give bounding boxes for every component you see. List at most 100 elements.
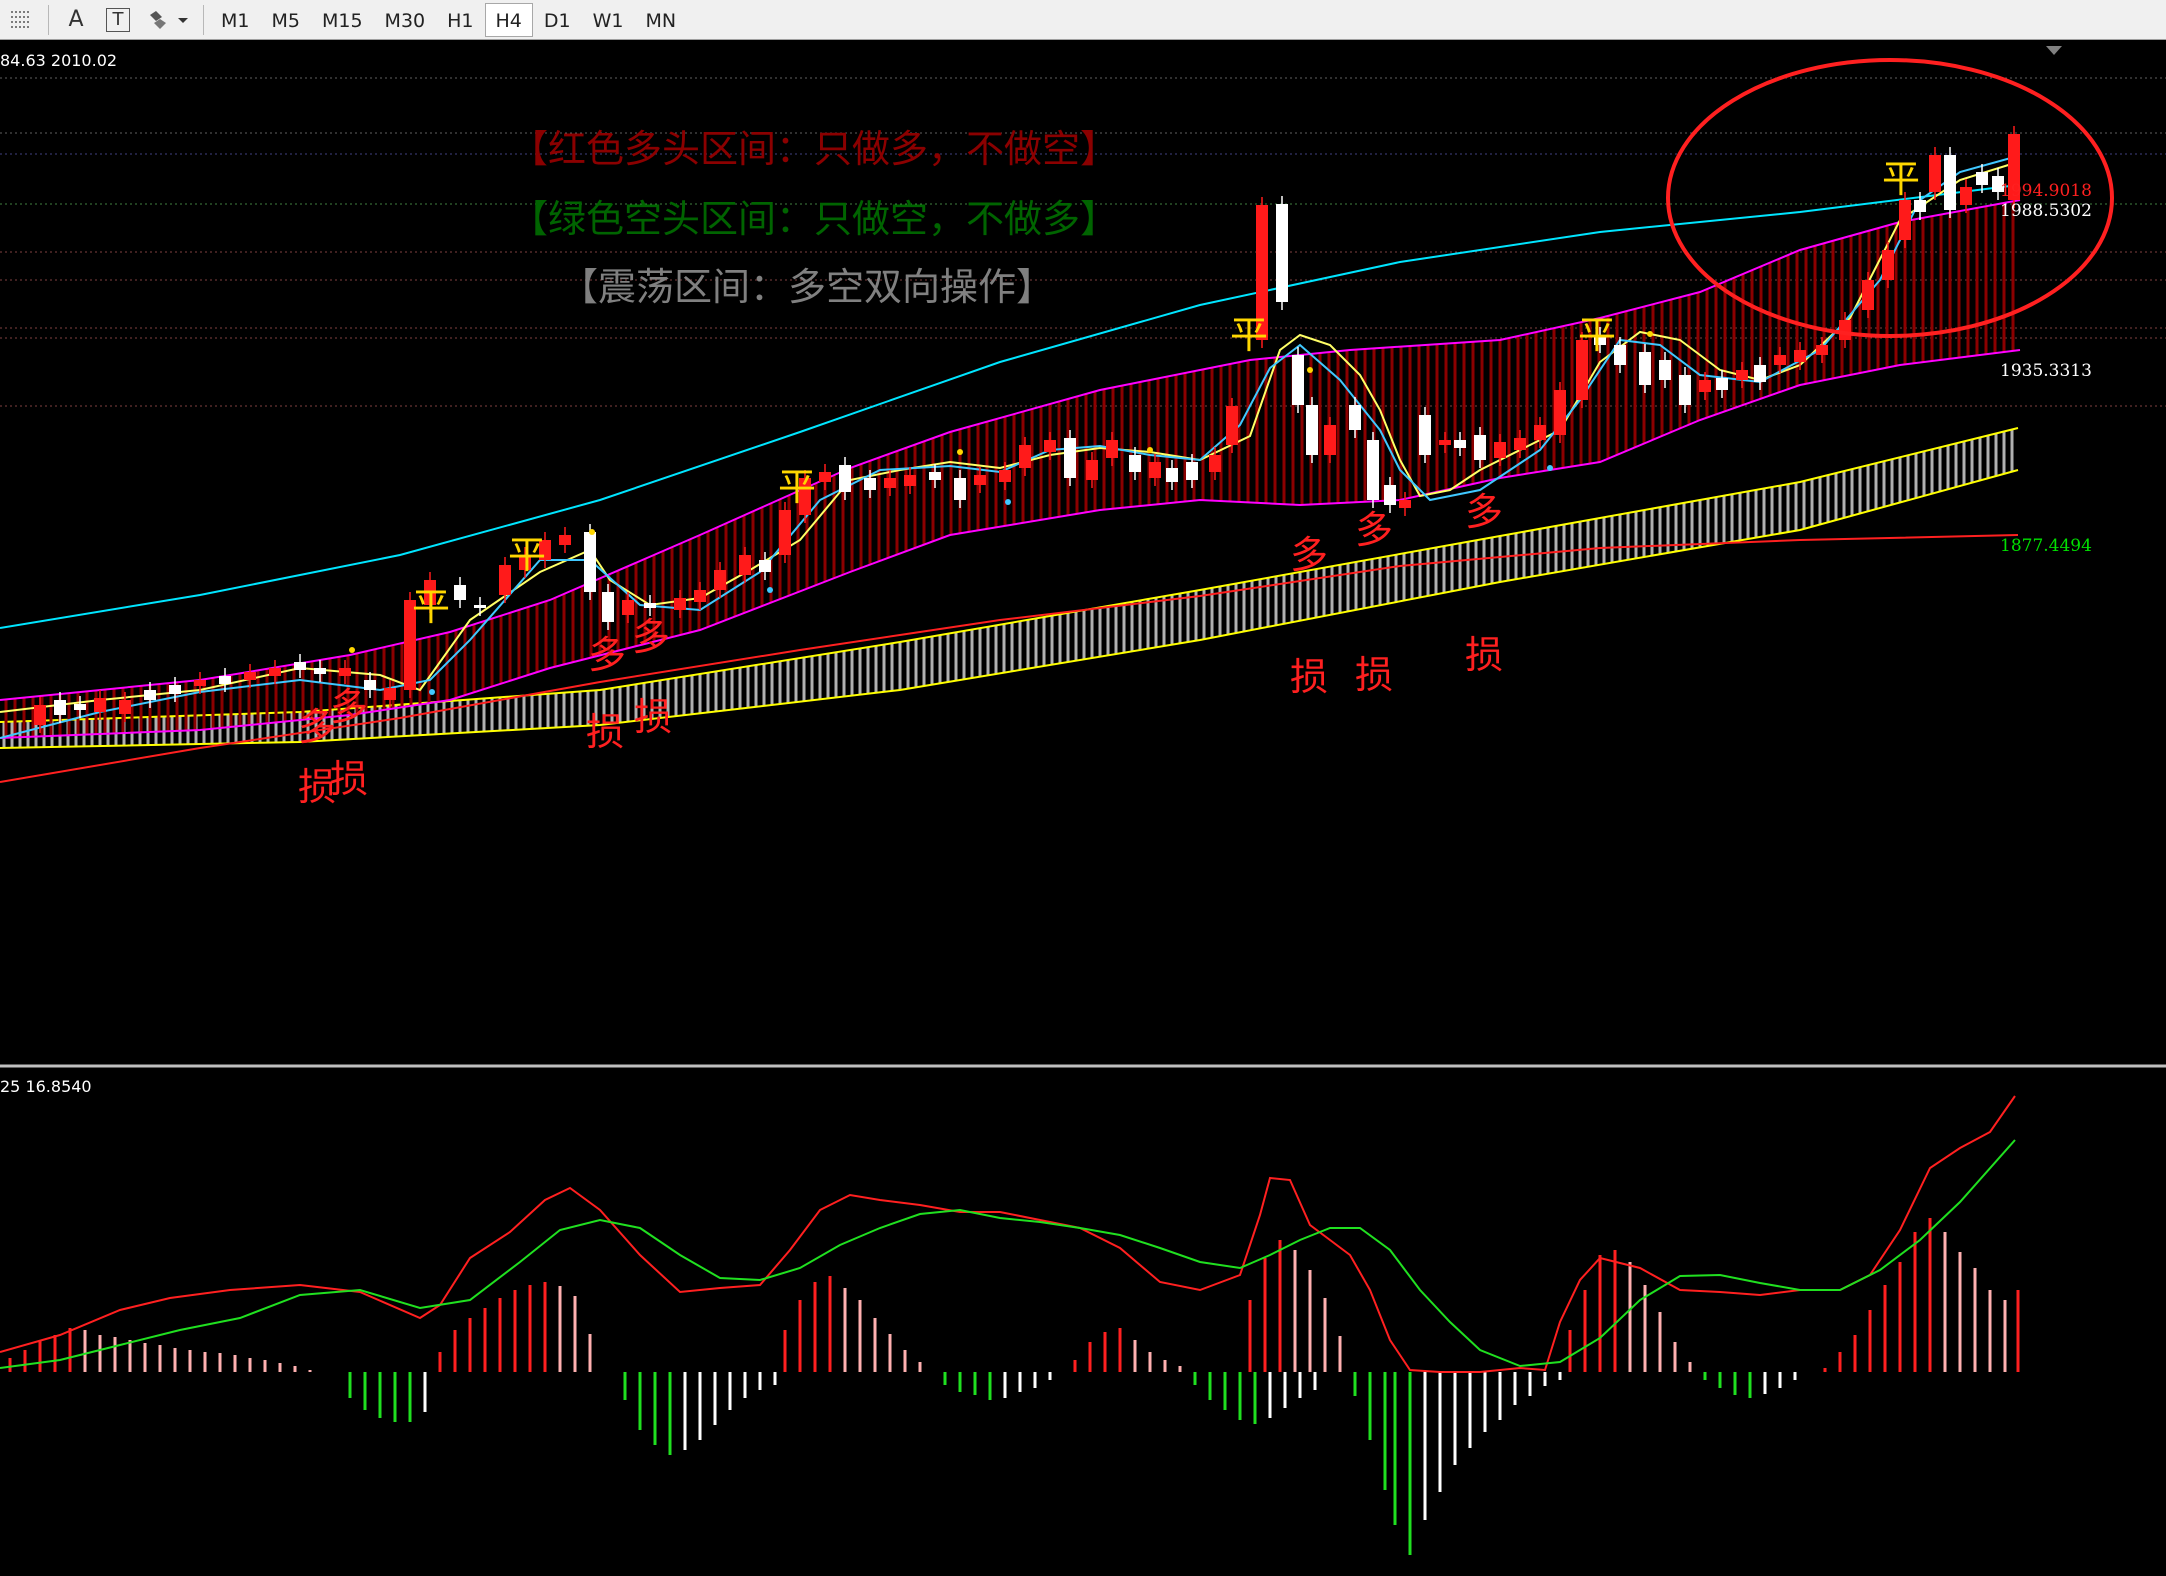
price-label-green: 1877.4494 [2000, 536, 2092, 556]
annotation-duo: 多 [632, 615, 670, 659]
candle-body [474, 605, 486, 608]
annotation-sun: 损 [1465, 633, 1503, 677]
ema-fast-line [0, 161, 2019, 713]
annotation-sun: 损 [330, 757, 368, 801]
candle-body [1064, 438, 1076, 478]
candle-body [314, 668, 326, 674]
annotation-sun: 损 [634, 695, 672, 739]
candle-body [674, 598, 686, 610]
highlight-circle [1666, 58, 2114, 338]
shapes-dropdown-icon[interactable] [143, 3, 193, 37]
candle-body [194, 680, 206, 686]
channel-fill [0, 199, 2021, 739]
signal-dot [957, 449, 963, 455]
candle-body [1699, 380, 1711, 392]
candle-body [1186, 462, 1198, 480]
candle-body [1816, 345, 1828, 355]
signal-dot [767, 587, 773, 593]
candle-body [1149, 462, 1161, 478]
candle-body [1292, 355, 1304, 405]
legend-bull: 【红色多头区间：只做多，不做空】 [510, 127, 1118, 171]
candle-body [904, 475, 916, 486]
text-label-glyph: T [106, 7, 130, 32]
candle-body [1419, 415, 1431, 455]
candle-body [864, 478, 876, 490]
candle-body [694, 590, 706, 602]
candle-body [1399, 500, 1411, 508]
timeframe-d1[interactable]: D1 [543, 9, 571, 32]
candle-body [1929, 155, 1941, 192]
oscillator-pane [0, 1095, 2020, 1555]
candle-body [1594, 335, 1606, 345]
annotation-sun: 损 [1355, 653, 1393, 697]
annotation-ping: 平 [412, 585, 450, 629]
candle-body [1044, 440, 1056, 452]
annotation-duo: 多 [1355, 508, 1393, 552]
candle-body [34, 705, 46, 725]
candle-body [244, 672, 256, 680]
signal-dots [349, 331, 1653, 695]
candle-body [1639, 352, 1651, 385]
candle-body [74, 704, 86, 710]
candle-body [884, 478, 896, 488]
candle-body [1914, 200, 1926, 212]
candle-body [219, 676, 231, 684]
candle-body [714, 570, 726, 590]
candle-body [94, 698, 106, 712]
candle-body [779, 510, 791, 555]
annotations: 平平平平 平平多多多 多多多 多损损损 损损损损 [298, 157, 1920, 809]
candle-body [1754, 365, 1766, 382]
candle-body [119, 700, 131, 714]
price-label-red: 1994.9018 [2000, 181, 2092, 201]
candle-body [1882, 250, 1894, 280]
price-label-white: 1988.5302 [2000, 201, 2092, 221]
candle-body [1839, 320, 1851, 340]
candle-body [1106, 440, 1118, 458]
legend-bear: 【绿色空头区间：只做空，不做多】 [510, 197, 1118, 241]
candle-body [999, 470, 1011, 482]
timeframe-w1[interactable]: W1 [592, 9, 624, 32]
crosshair-lines-icon[interactable] [4, 3, 38, 37]
candle-body [1276, 204, 1288, 302]
toolbar-separator [48, 4, 49, 35]
candle-body [454, 585, 466, 600]
candle-body [584, 532, 596, 592]
timeframe-group: M1 M5 M15 M30 H1 H4 D1 W1 MN [210, 2, 687, 37]
timeframe-m15[interactable]: M15 [321, 9, 363, 32]
chart-area[interactable]: 平平平平平平多多多多多多多损损损损损损损 84.63 2010.02 【红色多头… [0, 40, 2166, 1572]
candle-body [1774, 355, 1786, 365]
candle-body [1514, 438, 1526, 450]
long-ma-line [0, 184, 2019, 629]
candle-body [644, 603, 656, 608]
main-info-text: 84.63 2010.02 [0, 51, 117, 70]
timeframe-h4[interactable]: H4 [484, 2, 533, 37]
candle-body [819, 472, 831, 482]
candle-body [2008, 134, 2020, 200]
candle-body [1439, 440, 1451, 445]
signal-dot [349, 647, 355, 653]
timeframe-m5[interactable]: M5 [271, 9, 300, 32]
annotation-ping: 平 [778, 465, 816, 509]
sub-info-text: 25 16.8540 [0, 1077, 92, 1096]
candle-body [1960, 187, 1972, 205]
text-label-icon[interactable]: T [101, 3, 135, 37]
chart-canvas[interactable]: 平平平平 平平多多多 多多多 多损损损 损损损损 84.63 2010.02 【红色多头… [0, 40, 2166, 1572]
price-label-white-2: 1935.3313 [2000, 361, 2092, 381]
annotation-sun: 损 [298, 765, 336, 809]
signal-dot [1647, 331, 1653, 337]
candle-body [1367, 440, 1379, 500]
oscillator-fast-line [0, 1095, 2016, 1373]
timeframe-m30[interactable]: M30 [384, 9, 426, 32]
candle-body [602, 592, 614, 622]
text-a-icon[interactable]: A [68, 7, 84, 32]
candle-body [1976, 172, 1988, 185]
candle-body [1794, 350, 1806, 362]
scroll-marker-icon [2046, 46, 2062, 55]
timeframe-mn[interactable]: MN [645, 9, 677, 32]
timeframe-m1[interactable]: M1 [221, 9, 250, 32]
annotation-ping: 平 [508, 533, 546, 577]
candle-body [1209, 455, 1221, 472]
candle-body [144, 690, 156, 700]
candle-body [739, 555, 751, 575]
timeframe-h1[interactable]: H1 [447, 9, 474, 32]
